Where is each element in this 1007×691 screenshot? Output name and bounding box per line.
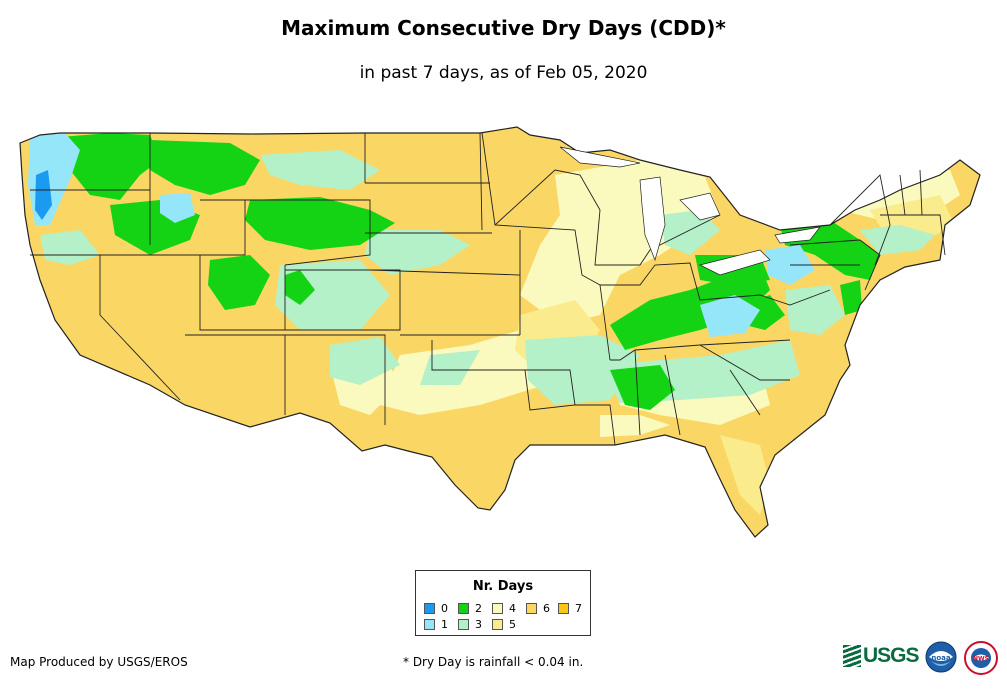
legend-label: 2 [475,602,482,615]
us-dry-days-map [19,126,981,538]
usgs-wave-icon [843,645,861,667]
legend-item-4: 4 [492,602,516,615]
legend-swatch [558,603,569,614]
legend-item-7: 7 [558,602,582,615]
map-credit: Map Produced by USGS/EROS [10,655,188,669]
legend-label: 0 [441,602,448,615]
nws-logo-icon: NWS [964,641,998,675]
map-subtitle: in past 7 days, as of Feb 05, 2020 [359,63,648,83]
legend-swatch [458,603,469,614]
noaa-logo-icon: noaa [925,641,957,673]
legend-item-0: 0 [424,602,448,615]
legend-label: 4 [509,602,516,615]
state-borders [30,132,946,446]
legend-item-5: 5 [492,618,516,631]
legend-swatch [424,603,435,614]
legend-item-2: 2 [458,602,482,615]
usgs-logo: USGS [843,644,920,668]
legend-label: 7 [575,602,582,615]
legend-title: Nr. Days [472,579,534,594]
legend-label: 1 [441,618,448,631]
legend-item-6: 6 [526,602,550,615]
legend-swatch [458,619,469,630]
great-lakes [559,146,821,276]
legend-label: 3 [475,618,482,631]
nws-logo-text: NWS [973,656,989,663]
legend-item-3: 3 [458,618,482,631]
legend-swatch [424,619,435,630]
legend-item-1: 1 [424,618,448,631]
legend: Nr. Days 0 1 2 3 4 5 6 7 [415,570,591,636]
legend-swatch [492,619,503,630]
region-0-days [35,170,52,220]
dry-day-footnote: * Dry Day is rainfall < 0.04 in. [403,655,584,669]
legend-label: 6 [543,602,550,615]
legend-label: 5 [509,618,516,631]
usgs-logo-text: USGS [863,644,920,667]
noaa-logo-text: noaa [931,654,951,662]
legend-swatch [526,603,537,614]
map-title: Maximum Consecutive Dry Days (CDD)* [281,16,726,40]
legend-swatch [492,603,503,614]
